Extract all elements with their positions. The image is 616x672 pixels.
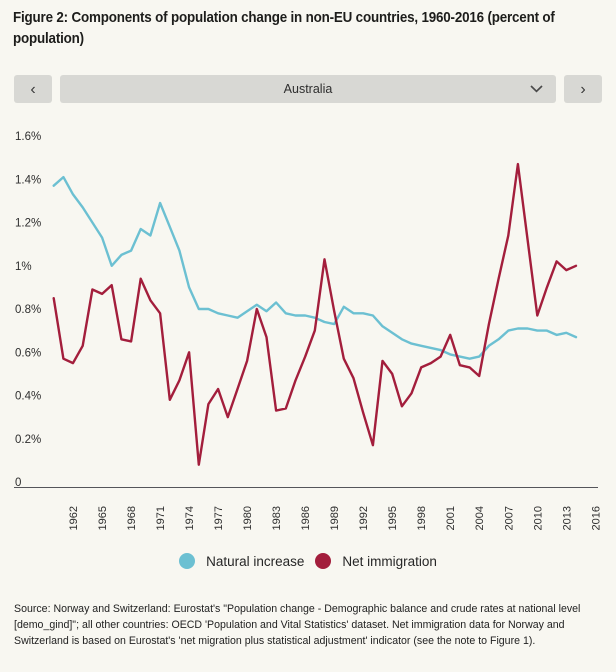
country-select-value: Australia [283, 82, 333, 96]
x-axis-tick-label: 1986 [300, 506, 312, 530]
x-axis-tick-label: 2001 [445, 506, 457, 530]
figure-title: Figure 2: Components of population chang… [13, 9, 555, 48]
x-axis-tick-label: 2010 [532, 506, 544, 530]
y-axis-tick-label: 1% [15, 261, 32, 273]
y-axis-tick-label: 0.4% [15, 391, 41, 403]
legend-item-net-immigration: Net immigration [315, 553, 437, 569]
x-axis-tick-label: 2016 [590, 506, 602, 530]
y-axis-tick-label: 1.4% [15, 174, 41, 186]
x-axis-tick-label: 2004 [474, 506, 486, 530]
country-select[interactable]: Australia [60, 75, 556, 103]
y-axis-tick-label: 0 [15, 477, 21, 489]
natural-increase-dot-icon [179, 553, 196, 569]
series-line-net-immigration [52, 162, 578, 466]
legend-label-natural-increase: Natural increase [206, 553, 305, 569]
chevron-left-icon: ‹ [30, 80, 36, 98]
x-axis-tick-label: 1971 [155, 506, 167, 530]
legend-item-natural-increase: Natural increase [179, 553, 304, 569]
x-axis-tick-label: 1992 [358, 506, 370, 530]
x-axis-tick-label: 1983 [271, 506, 283, 530]
previous-country-button[interactable]: ‹ [14, 75, 52, 103]
y-axis-tick-label: 0.2% [15, 434, 41, 446]
chart-legend: Natural increase Net immigration [0, 549, 616, 573]
x-axis-tick-label: 1977 [213, 506, 225, 530]
chevron-down-icon [530, 85, 543, 93]
source-note: Source: Norway and Switzerland: Eurostat… [14, 603, 581, 648]
y-axis-tick-label: 0.8% [15, 304, 41, 316]
legend-label-net-immigration: Net immigration [342, 553, 437, 569]
x-axis-tick-label: 1998 [416, 506, 428, 530]
net-immigration-dot-icon [315, 553, 332, 569]
population-change-line-chart: 0 0.2% 0.4% 0.6% 0.8% 1% 1.2% 1.4% 1.6% 1962 1965 1… [14, 131, 602, 531]
x-axis-tick-label: 1980 [242, 506, 254, 530]
chevron-right-icon: › [580, 80, 586, 98]
x-axis-tick-label: 1968 [126, 506, 138, 530]
x-axis-tick-label: 1989 [329, 506, 341, 530]
x-axis-tick-label: 1965 [97, 506, 109, 530]
y-axis-tick-label: 1.6% [15, 131, 41, 143]
x-axis-tick-label: 2013 [561, 506, 573, 530]
x-axis-tick-label: 1974 [184, 506, 196, 530]
series-line-natural-increase [52, 175, 578, 360]
y-axis-tick-label: 1.2% [15, 218, 41, 230]
x-axis-tick-label: 1995 [387, 506, 399, 530]
x-axis-tick-label: 2007 [503, 506, 515, 530]
y-axis-tick-label: 0.6% [15, 347, 41, 359]
x-axis-tick-label: 1962 [68, 506, 80, 530]
next-country-button[interactable]: › [564, 75, 602, 103]
